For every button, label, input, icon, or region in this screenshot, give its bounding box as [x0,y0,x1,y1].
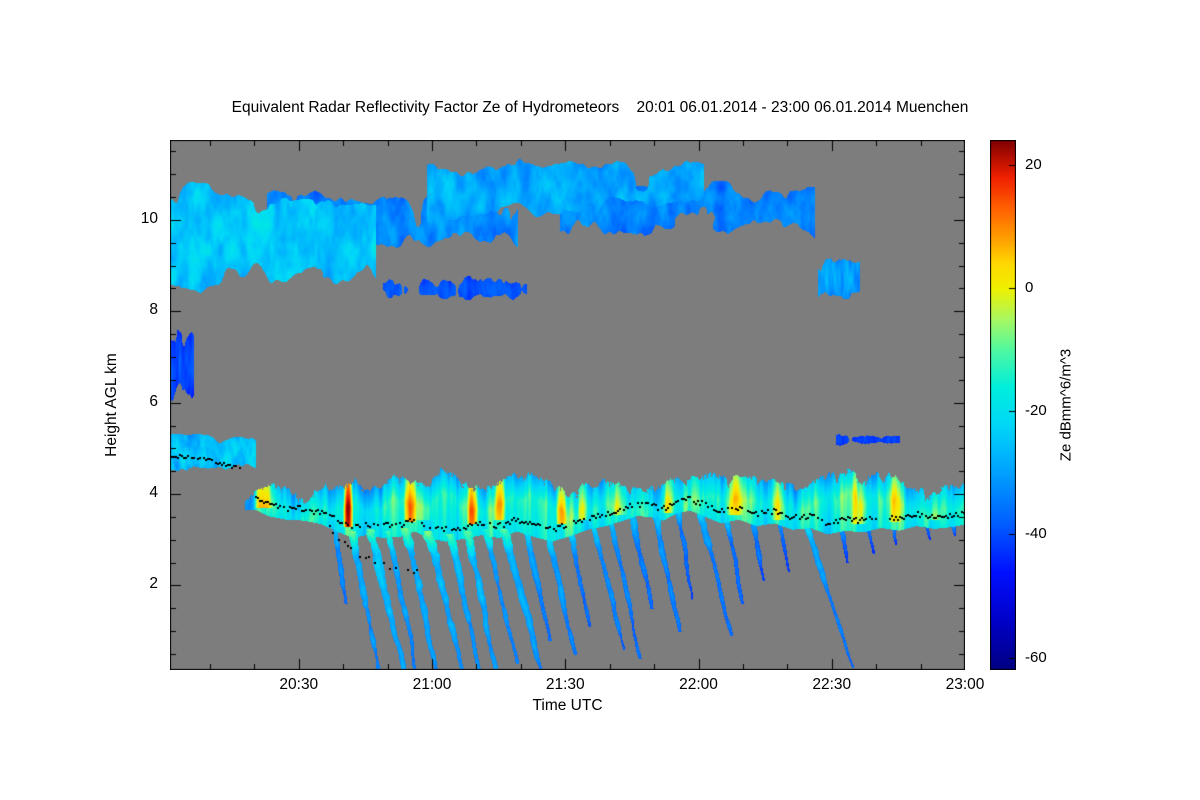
colorbar [990,140,1016,670]
colorbar-tick-label: 0 [1025,278,1034,296]
y-tick-label: 4 [149,484,158,502]
x-tick-label: 20:30 [279,676,319,693]
x-axis-label: Time UTC [532,697,603,714]
colorbar-tick-label: 20 [1025,155,1042,173]
y-tick-label: 6 [149,392,158,410]
x-tick-label: 22:30 [812,676,852,693]
y-tick-label: 2 [149,575,158,593]
y-tick-label: 8 [149,301,158,319]
y-tick-label: 10 [140,209,158,227]
chart-title: Equivalent Radar Reflectivity Factor Ze … [231,99,969,116]
x-tick-label: 22:00 [679,676,718,693]
colorbar-label: Ze dBmm^6/m^3 [1057,348,1075,462]
colorbar-tick-label: -40 [1025,525,1047,543]
colorbar-tick-label: -60 [1025,648,1047,666]
colorbar-tick-label: -20 [1025,402,1047,420]
x-tick-label: 21:00 [412,676,452,693]
x-tick-label: 23:00 [945,676,985,693]
heatmap-canvas [170,140,965,670]
x-tick-label: 21:30 [545,676,585,693]
